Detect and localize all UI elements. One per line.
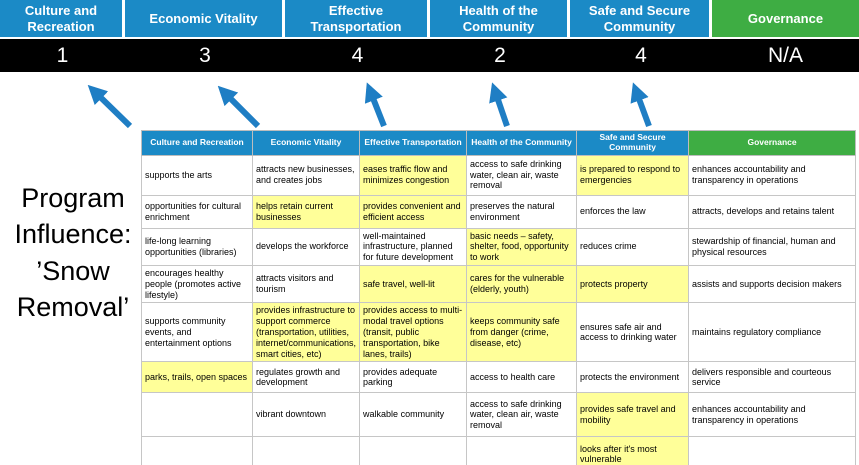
matrix-cell: reduces crime	[576, 227, 690, 266]
matrix-cell: maintains regulatory compliance	[688, 302, 857, 363]
matrix-row: encourages healthy people (promotes acti…	[141, 264, 857, 304]
matrix-cell-highlighted: provides infrastructure to support comme…	[251, 302, 361, 363]
matrix-cell: attracts visitors and tourism	[251, 264, 361, 304]
matrix-cell-highlighted: cares for the vulnerable (elderly, youth…	[466, 264, 578, 304]
matrix-cell: assists and supports decision makers	[688, 264, 857, 304]
up-arrow	[630, 82, 652, 128]
matrix-cell	[359, 436, 468, 465]
scoreboard-header-cell: Effective Transportation	[285, 0, 430, 37]
matrix-cell: stewardship of financial, human and phys…	[688, 227, 857, 266]
matrix-cell: access to safe drinking water, clean air…	[466, 154, 578, 196]
score-value: N/A	[767, 43, 803, 67]
matrix-cell: walkable community	[359, 392, 468, 438]
scoreboard-score-row: 1 3 4 2 4 N/A	[0, 39, 859, 72]
matrix-cell: enhances accountability and transparency…	[688, 392, 857, 438]
scoreboard-header-cell: Health of the Community	[430, 0, 570, 37]
matrix-cell-highlighted: provides convenient and efficient access	[359, 194, 468, 229]
matrix-cell: enhances accountability and transparency…	[688, 154, 857, 196]
matrix-row: supports community events, and entertain…	[141, 302, 857, 363]
up-arrow	[217, 85, 261, 129]
score-value: 4	[635, 43, 647, 67]
matrix-cell: access to health care	[466, 361, 578, 394]
score-value: 3	[199, 43, 211, 67]
scoreboard-header-cell: Safe and Secure Community	[570, 0, 712, 37]
matrix-cell-highlighted: protects property	[576, 264, 690, 304]
score-value: 1	[56, 43, 69, 67]
matrix-cell-highlighted: provides safe travel and mobility	[576, 392, 690, 438]
score-value: 2	[494, 43, 506, 67]
matrix-header-cell: Effective Transportation	[359, 130, 468, 156]
arrows-layer	[87, 82, 652, 129]
matrix-cell: vibrant downtown	[251, 392, 361, 438]
matrix-header-cell: Culture and Recreation	[141, 130, 253, 156]
matrix-header-row: Culture and Recreation Economic Vitality E…	[141, 130, 857, 156]
matrix-cell: regulates growth and development	[251, 361, 361, 394]
matrix-cell-highlighted: looks after it's most vulnerable	[576, 436, 690, 465]
matrix-cell-highlighted: basic needs – safety, shelter, food, opp…	[466, 227, 578, 266]
matrix-cell-highlighted: safe travel, well-lit	[359, 264, 468, 304]
matrix-cell-highlighted: eases traffic flow and minimizes congest…	[359, 154, 468, 196]
matrix-cell	[688, 436, 857, 465]
matrix-cell: life-long learning opportunities (librar…	[141, 227, 253, 266]
up-arrow	[489, 82, 510, 127]
matrix-cell: attracts new businesses, and creates job…	[251, 154, 361, 196]
matrix-cell-highlighted: is prepared to respond to emergencies	[576, 154, 690, 196]
matrix-header-cell: Economic Vitality	[251, 130, 361, 156]
matrix-cell: delivers responsible and courteous servi…	[688, 361, 857, 394]
influence-matrix-table: Culture and Recreation Economic Vitality E…	[141, 130, 857, 465]
matrix-cell: supports community events, and entertain…	[141, 302, 253, 363]
matrix-cell	[141, 436, 253, 465]
matrix-cell: well-maintained infrastructure, planned …	[359, 227, 468, 266]
matrix-cell: opportunities for cultural enrichment	[141, 194, 253, 229]
matrix-row: supports the arts attracts new businesses…	[141, 154, 857, 196]
up-arrow	[364, 82, 387, 128]
matrix-cell: develops the workforce	[251, 227, 361, 266]
matrix-row: vibrant downtown walkable community access…	[141, 392, 857, 438]
scoreboard-header-cell: Culture and Recreation	[0, 0, 125, 37]
matrix-cell-highlighted: provides access to multi-modal travel op…	[359, 302, 468, 363]
matrix-cell	[251, 436, 361, 465]
up-arrow	[87, 84, 133, 129]
matrix-row: looks after it's most vulnerable	[141, 436, 857, 465]
matrix-cell: protects the environment	[576, 361, 690, 394]
matrix-cell: enforces the law	[576, 194, 690, 229]
matrix-cell-highlighted: helps retain current businesses	[251, 194, 361, 229]
matrix-row: opportunities for cultural enrichment hel…	[141, 194, 857, 229]
matrix-cell: preserves the natural environment	[466, 194, 578, 229]
matrix-cell	[141, 392, 253, 438]
matrix-row: life-long learning opportunities (librar…	[141, 227, 857, 266]
matrix-header-cell: Health of the Community	[466, 130, 578, 156]
matrix-cell	[466, 436, 578, 465]
matrix-cell: access to safe drinking water, clean air…	[466, 392, 578, 438]
matrix-row: parks, trails, open spaces regulates grow…	[141, 361, 857, 394]
scoreboard-header-cell: Governance	[712, 0, 859, 37]
matrix-cell: encourages healthy people (promotes acti…	[141, 264, 253, 304]
program-influence-label: Program Influence: ’Snow Removal’	[14, 183, 132, 323]
score-value: 4	[351, 43, 364, 67]
matrix-cell: provides adequate parking	[359, 361, 468, 394]
matrix-cell: supports the arts	[141, 154, 253, 196]
matrix-cell-highlighted: keeps community safe from danger (crime,…	[466, 302, 578, 363]
matrix-header-cell: Safe and Secure Community	[576, 130, 690, 156]
matrix-cell: ensures safe air and access to drinking …	[576, 302, 690, 363]
scoreboard-header-cell: Economic Vitality	[125, 0, 285, 37]
matrix-cell-highlighted: parks, trails, open spaces	[141, 361, 253, 394]
matrix-cell: attracts, develops and retains talent	[688, 194, 857, 229]
matrix-header-cell: Governance	[688, 130, 857, 156]
scoreboard-header-row: Culture and Recreation Economic Vitality E…	[0, 0, 859, 37]
